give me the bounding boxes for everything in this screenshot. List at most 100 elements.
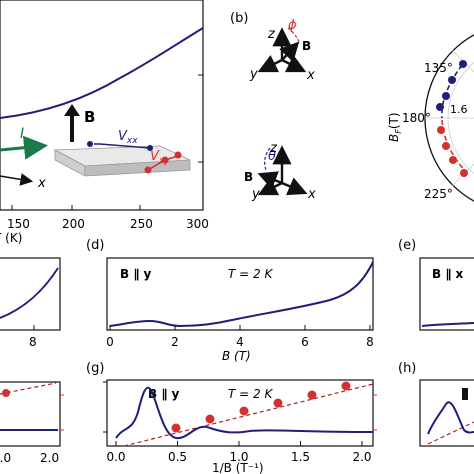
magnetoresistance-curve (109, 261, 374, 328)
x-axis-arrow (0, 173, 34, 186)
field-label: B (244, 170, 253, 184)
x-tick-label: 0.0 (106, 450, 125, 464)
theta-label: θ (268, 149, 276, 164)
x-axis-label: T (K) (0, 231, 22, 245)
x-tick-label: 6 (301, 335, 309, 349)
x-tick-label: 1.0 (229, 450, 248, 464)
vxy-contact-mid (161, 156, 169, 164)
landau-index-point (205, 414, 215, 424)
z-label: z (267, 27, 276, 42)
landau-index-point (307, 390, 317, 400)
x-tick-label: 2 (171, 335, 179, 349)
sample-front (54, 149, 86, 177)
x-tick-label: 4 (236, 335, 244, 349)
x-axis (281, 177, 308, 196)
current-arrow (0, 135, 48, 160)
field-arrow-head (64, 104, 80, 116)
vxx-wire (94, 143, 151, 149)
x-axis-letter: x (37, 176, 46, 191)
vxx-contact-right (147, 145, 153, 151)
x-tick-label: 150 (7, 217, 30, 231)
landau-index-point (273, 398, 283, 408)
condition-label: B ∥ y (148, 387, 180, 401)
vxy-label: Vxy (150, 149, 170, 166)
x-tick-label: 200 (62, 217, 85, 231)
panel-b-label: (b) (230, 11, 248, 26)
field-direction (279, 41, 300, 63)
x-label: x (307, 187, 316, 202)
panel-a: 150 200 250 300 T (K) I B Vxx Vxy x (0, 0, 209, 245)
y-label: y (249, 67, 258, 82)
condition-label: B ∥ y (120, 267, 152, 281)
data-point (437, 126, 445, 134)
vxy-contact-bottom (144, 166, 152, 174)
curve (421, 322, 474, 327)
x-tick-label: 8 (29, 335, 37, 349)
vxx-contact-left (87, 141, 93, 147)
z-label: z (269, 141, 278, 156)
frame (0, 257, 61, 331)
field-direction (257, 171, 283, 190)
panel-g-frame (106, 379, 374, 447)
panel-h: (h) (398, 361, 474, 447)
x-tick-label: 1.0 (0, 451, 11, 465)
field-label: B (84, 108, 95, 126)
angle-label: 225° (424, 187, 453, 201)
data-point (442, 142, 450, 150)
phi-label: ϕ (288, 18, 297, 33)
axis-triad-top: z y x ϕ B (249, 18, 315, 83)
panel-h-frame (419, 379, 474, 447)
data-point (460, 169, 468, 177)
temperature-label: T = 2 K (228, 387, 273, 401)
oscillation-curve (427, 401, 474, 435)
data-point (448, 76, 456, 84)
panel-a-frame (0, 0, 204, 211)
landau-index-point (341, 381, 351, 391)
fit-line (427, 421, 474, 445)
clipped-label (462, 388, 468, 400)
data-point (436, 103, 444, 111)
curve (0, 267, 59, 319)
x-tick-label: 0.5 (168, 450, 187, 464)
oscillation-curve (115, 386, 374, 440)
vxx-label: Vxx (118, 129, 138, 146)
y-axis (257, 54, 283, 73)
data-point (442, 92, 450, 100)
landau-index-point (171, 423, 181, 433)
panel-c: BF(T) 135° 180° 225° 1.6 (387, 34, 474, 202)
x-tick-label: 300 (186, 217, 209, 231)
axis-triad-bottom: θ z B y x (244, 141, 316, 202)
frame (0, 381, 61, 447)
x-label: x (306, 68, 315, 83)
panel-g-label: (g) (86, 361, 104, 376)
x-tick-label: 1.5 (291, 450, 310, 464)
x-tick-label: 2.0 (40, 451, 59, 465)
panel-h-label: (h) (398, 361, 416, 376)
landau-fan-fit (123, 383, 374, 447)
panel-d-label: (d) (86, 238, 104, 253)
temperature-label: T = 2 K (228, 267, 273, 281)
panel-e: (e) B ∥ x (398, 238, 474, 331)
field-label: B (302, 39, 311, 53)
x-tick-label: 2.0 (352, 450, 371, 464)
x-ticks: 0 2 4 6 8 (106, 325, 374, 349)
panel-e-frame (419, 257, 474, 331)
radial-tick-label: 1.6 (450, 103, 468, 116)
x-axis (281, 54, 307, 73)
data-point (2, 389, 10, 397)
panel-b: (b) z y x ϕ B θ z B y x (230, 11, 316, 202)
current-label: I (20, 126, 24, 142)
phi-arc (287, 27, 301, 45)
data-point (459, 60, 467, 68)
panel-row2-left-fragment: 8 (0, 257, 61, 349)
resistivity-curve (0, 27, 204, 119)
polar-ylabel: BF(T) (387, 112, 403, 142)
x-tick-label: 0 (106, 335, 114, 349)
landau-index-point (239, 406, 249, 416)
x-axis-label: B (T) (222, 349, 251, 363)
vxy-contact-top (174, 151, 182, 159)
panel-e-label: (e) (398, 238, 416, 253)
x-tick-label: 8 (366, 335, 374, 349)
x-ticks: 0.0 0.5 1.0 1.5 2.0 (106, 441, 372, 464)
